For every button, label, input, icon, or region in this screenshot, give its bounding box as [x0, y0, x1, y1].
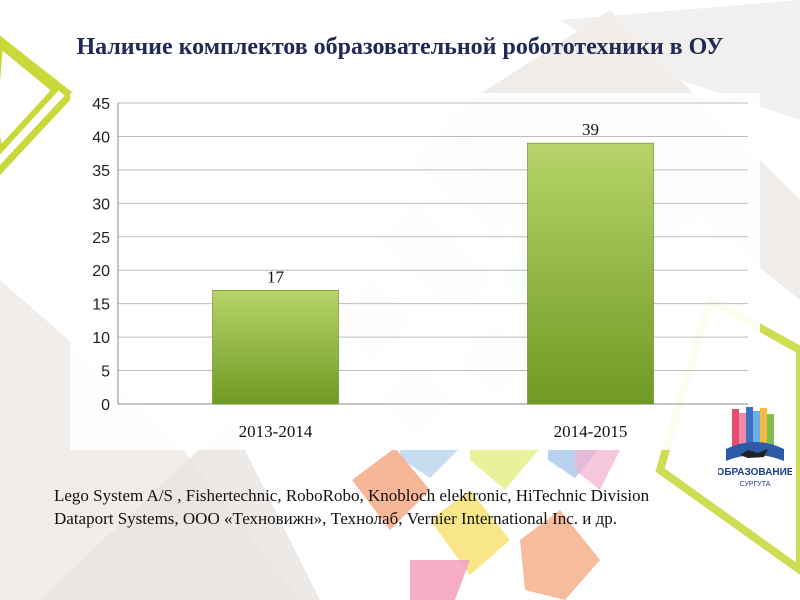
data-label: 39 — [582, 120, 599, 139]
y-tick-label: 15 — [92, 297, 110, 314]
y-tick-label: 25 — [92, 230, 110, 247]
chart-background — [70, 93, 760, 450]
y-tick-label: 20 — [92, 263, 110, 280]
y-tick-label: 45 — [92, 96, 110, 113]
y-tick-label: 40 — [92, 129, 110, 146]
logo-subtitle: СУРГУТА — [740, 481, 771, 488]
vendor-list-caption: Lego System A/S , Fishertechnic, RoboRob… — [54, 486, 650, 528]
y-tick-label: 5 — [101, 364, 110, 381]
y-tick-label: 0 — [101, 397, 110, 414]
y-tick-label: 30 — [92, 196, 110, 213]
y-tick-label: 10 — [92, 330, 110, 347]
bar-2013-2014 — [212, 289, 339, 405]
bar-chart: 0 5 10 15 20 25 30 35 40 45 17 2013-2014 39 2014-201… — [70, 93, 760, 450]
page-title: Наличие комплектов образовательной робот… — [76, 34, 724, 60]
y-tick-label: 35 — [92, 163, 110, 180]
logo-title: ОБРАЗОВАНИЕ — [718, 467, 792, 478]
obrazovanie-surguta-logo: ОБРАЗОВАНИЕ СУРГУТА — [718, 407, 792, 488]
bar-2014-2015 — [527, 142, 654, 405]
x-tick-label: 2013-2014 — [239, 422, 313, 441]
x-tick-label: 2014-2015 — [554, 422, 628, 441]
data-label: 17 — [267, 267, 285, 286]
books-icon — [726, 407, 784, 461]
